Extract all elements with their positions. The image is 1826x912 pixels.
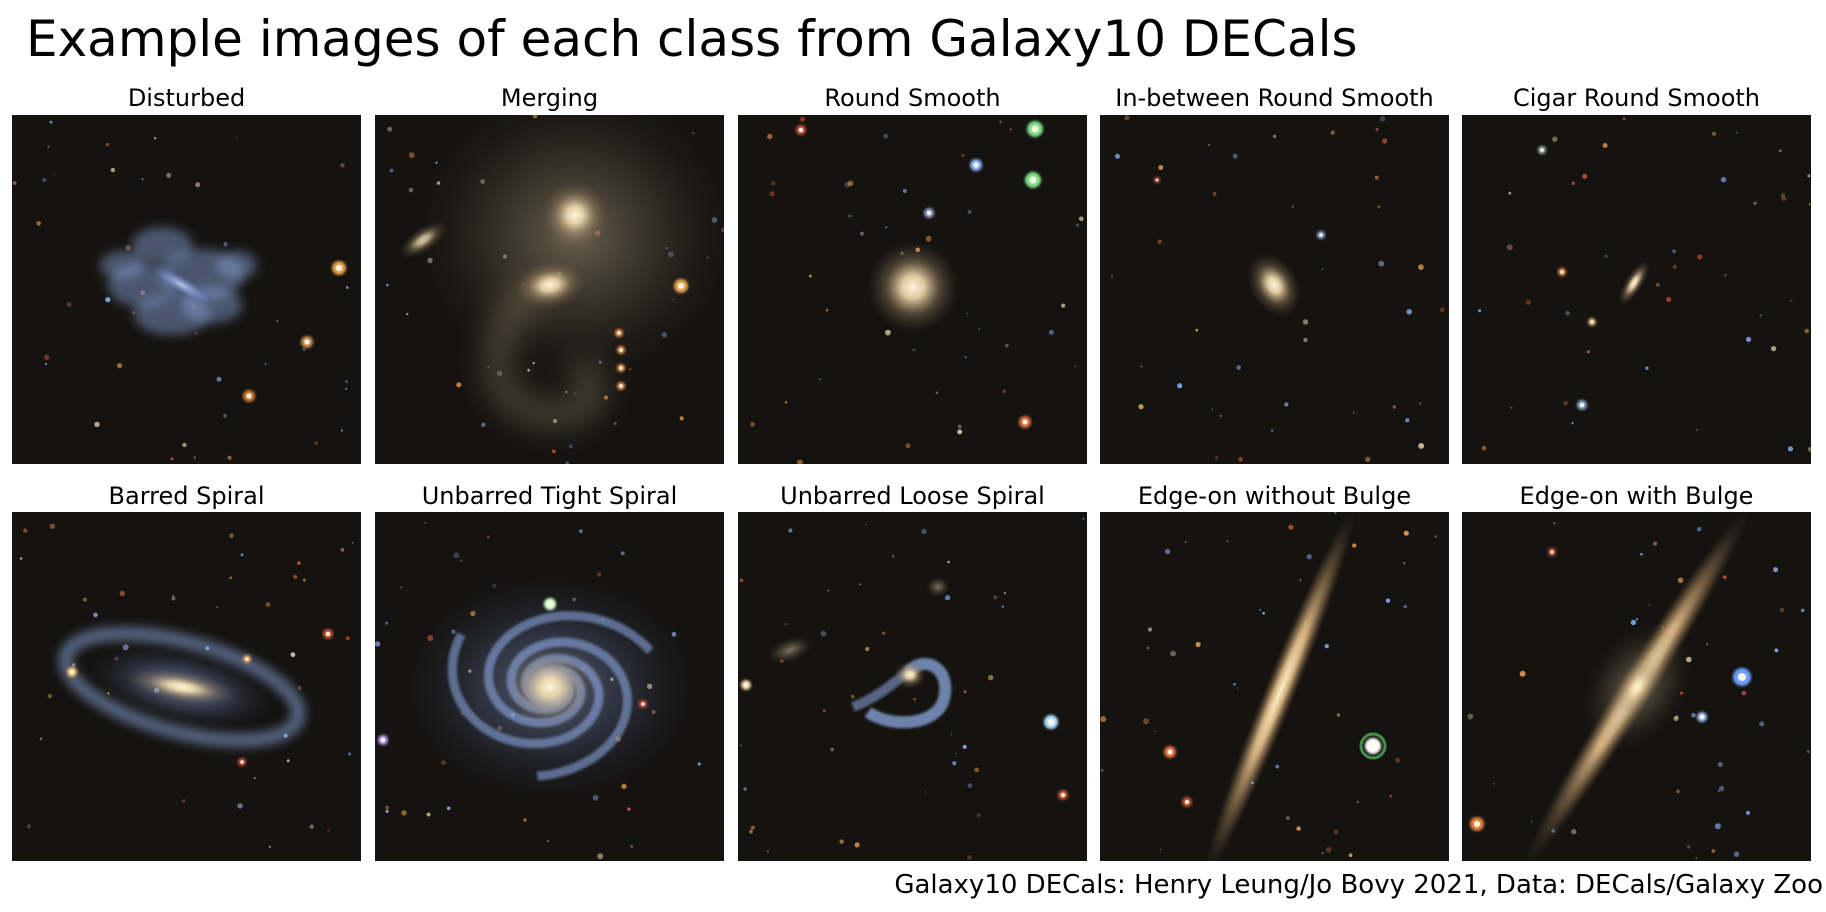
figure-title: Example images of each class from Galaxy…: [26, 10, 1358, 68]
galaxy-core: [894, 661, 926, 689]
galaxy-image-loose: [738, 512, 1087, 861]
tidal-tail: [481, 273, 608, 431]
credit-text: Galaxy10 DECals: Henry Leung/Jo Bovy 202…: [894, 870, 1823, 900]
panel-title-merging: Merging: [500, 84, 599, 112]
galaxy-image-disturbed: [12, 115, 361, 464]
panel-title-disturbed: Disturbed: [127, 84, 246, 112]
panel-title-barred: Barred Spiral: [108, 482, 265, 510]
background-stars: [1110, 115, 1445, 462]
background-stars: [750, 116, 1084, 464]
background-stars: [1100, 512, 1437, 857]
panel-title-edgeon: Edge-on without Bulge: [1137, 482, 1412, 510]
galaxy-image-inbetween: [1100, 115, 1449, 464]
round-galaxy: [867, 241, 959, 333]
merger-halo: [415, 115, 724, 385]
galaxy-image-merging: [375, 115, 724, 464]
galaxy-image-tight: [375, 512, 724, 861]
panel-title-loose: Unbarred Loose Spiral: [780, 482, 1045, 510]
galaxy-image-barred: [12, 512, 361, 861]
galaxy-image-cigar: [1462, 115, 1811, 464]
galaxy-bar: [127, 668, 237, 706]
neighbor-galaxy: [767, 636, 813, 664]
cigar-galaxy: [1618, 260, 1650, 306]
panel-title-edgebulge: Edge-on with Bulge: [1519, 482, 1754, 510]
galaxy-bar: [147, 263, 217, 307]
galaxy-image-round: [738, 115, 1087, 464]
galaxy-bulge: [1616, 660, 1658, 714]
galaxy-core-primary: [541, 181, 609, 249]
edge-on-galaxy: [1203, 512, 1357, 861]
small-galaxy: [399, 221, 447, 259]
small-galaxy: [926, 577, 950, 597]
background-stars: [1478, 117, 1811, 452]
panel-title-cigar: Cigar Round Smooth: [1512, 84, 1761, 112]
panel-title-tight: Unbarred Tight Spiral: [421, 482, 678, 510]
oval-galaxy: [1247, 253, 1301, 317]
galaxy-bulge: [508, 649, 592, 725]
panel-title-inbetween: In-between Round Smooth: [1115, 84, 1434, 112]
background-stars: [739, 517, 1085, 860]
galaxy-core-secondary: [514, 260, 586, 310]
galaxy-image-edgebulge: [1462, 512, 1811, 861]
panel-title-round: Round Smooth: [824, 84, 1001, 112]
background-stars: [12, 120, 349, 461]
barred-spiral-galaxy: [58, 626, 306, 748]
galaxy-image-edgeon: [1100, 512, 1449, 861]
